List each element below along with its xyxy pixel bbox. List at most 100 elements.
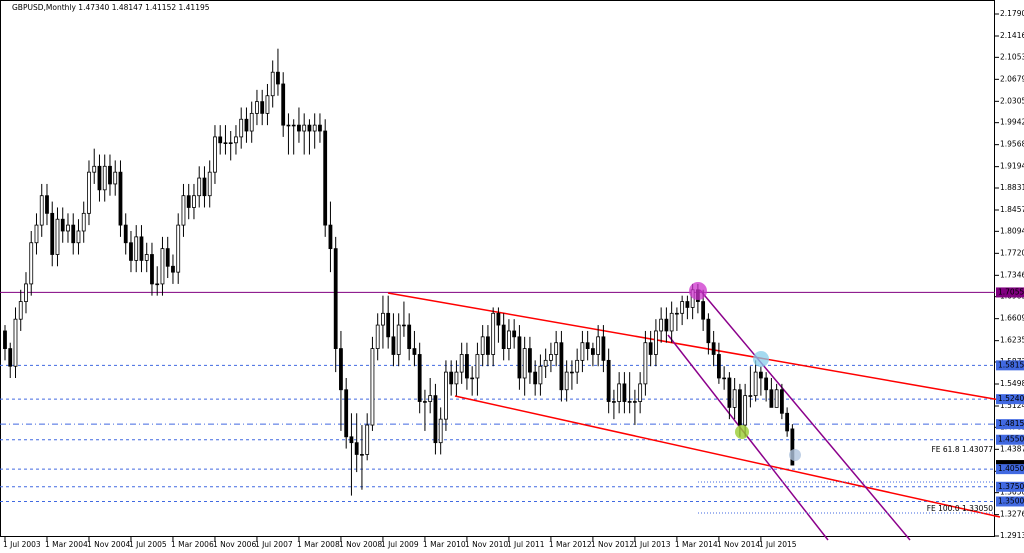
- candle-body: [743, 395, 748, 426]
- candle-body: [559, 342, 564, 391]
- candle-body: [297, 124, 301, 132]
- candle-body: [549, 354, 553, 361]
- candle-body: [638, 383, 643, 402]
- candle-body: [727, 377, 732, 408]
- candle-body: [55, 218, 60, 255]
- candle-body: [753, 371, 758, 397]
- candle-body: [45, 195, 49, 214]
- y-tick-label: 1.99420: [1000, 118, 1024, 127]
- y-tick-label: 2.10530: [1000, 52, 1024, 61]
- candle-body: [407, 324, 412, 349]
- candle-body: [60, 218, 65, 232]
- candle-body: [591, 348, 595, 355]
- candle-body: [465, 354, 469, 379]
- pivot-markers: [689, 282, 801, 461]
- level-label: 1.70550: [998, 287, 1024, 296]
- candle-body: [501, 324, 506, 349]
- chart-title: GBPUSD,Monthly 1.47340 1.48147 1.41152 1…: [12, 3, 210, 12]
- candle-body: [171, 265, 175, 273]
- candle-body: [123, 224, 128, 244]
- y-tick-label: 2.03050: [1000, 96, 1024, 105]
- candle-body: [333, 248, 338, 349]
- candle-body: [769, 389, 774, 408]
- channel-line: [454, 395, 1001, 518]
- candle-body: [496, 312, 501, 326]
- candle-body: [417, 354, 422, 402]
- y-tick-label: 1.36500: [1000, 488, 1024, 497]
- candle-body: [722, 377, 727, 380]
- pivot-circle: [735, 425, 749, 439]
- y-tick-label: 1.73460: [1000, 270, 1024, 279]
- level-tag: [996, 434, 1024, 445]
- candle-body: [685, 301, 690, 308]
- x-tick-label: 1 Nov 2014: [717, 540, 760, 549]
- candle-body: [674, 312, 679, 315]
- candle-body: [428, 395, 433, 402]
- candle-body: [370, 348, 375, 426]
- candle-body: [716, 354, 721, 379]
- candle-body: [391, 336, 396, 355]
- y-tick-label: 1.43870: [1000, 444, 1024, 453]
- x-tick-label: 1 Jul 2009: [381, 540, 419, 549]
- candle-body: [664, 318, 669, 332]
- candle-body: [381, 312, 385, 326]
- candle-body: [108, 165, 112, 185]
- candle-body: [748, 395, 753, 397]
- candle-body: [260, 101, 265, 114]
- candle-body: [764, 377, 769, 391]
- candle-body: [29, 242, 34, 285]
- candle-body: [244, 118, 249, 132]
- candle-body: [449, 371, 454, 385]
- candle-body: [3, 330, 7, 349]
- candle-body: [522, 348, 527, 379]
- candle-body: [228, 142, 233, 144]
- y-tick-label: 1.32760: [1000, 510, 1024, 519]
- x-tick-label: 1 Nov 2008: [339, 540, 382, 549]
- candle-body: [118, 171, 123, 226]
- candle-body: [281, 83, 286, 126]
- candle-body: [365, 424, 370, 455]
- y-tick-label: 1.66090: [1000, 314, 1024, 323]
- pivot-circle: [753, 351, 769, 367]
- candle-body: [491, 312, 496, 355]
- candle-body: [165, 248, 170, 267]
- candle-body: [402, 324, 406, 327]
- candle-body: [328, 224, 333, 250]
- candle-body: [76, 230, 81, 244]
- level-label: 1.58150: [998, 360, 1024, 369]
- candle-body: [570, 371, 574, 374]
- candle-body: [150, 254, 154, 285]
- candle-body: [186, 195, 191, 208]
- candle-body: [134, 236, 139, 261]
- level-label: 1.52400: [998, 394, 1024, 403]
- candle-body: [202, 177, 207, 197]
- candle-body: [669, 312, 674, 332]
- level-tag: [996, 481, 1024, 492]
- candle-body: [386, 312, 391, 338]
- candle-body: [585, 342, 590, 349]
- candle-body: [612, 401, 616, 403]
- candle-body: [732, 389, 737, 408]
- level-label: 1.40500: [998, 464, 1024, 473]
- candle-body: [207, 171, 212, 197]
- candle-body: [470, 377, 475, 380]
- candle-body: [139, 236, 144, 261]
- x-tick-label: 1 Jul 2013: [633, 540, 671, 549]
- candle-body: [737, 389, 742, 426]
- candle-body: [360, 454, 364, 456]
- y-tick-label: 2.14160: [1000, 31, 1024, 40]
- candle-body: [129, 242, 133, 261]
- candle-body: [97, 165, 102, 191]
- x-tick-label: 1 Mar 2006: [171, 540, 214, 549]
- candle-body: [286, 124, 291, 127]
- plot-frame: [0, 0, 995, 537]
- level-tag: [996, 287, 1024, 298]
- candle-body: [774, 389, 779, 408]
- candle-body: [475, 354, 480, 379]
- candle-body: [13, 318, 18, 367]
- candle-body: [779, 389, 784, 414]
- candle-body: [223, 142, 228, 144]
- candle-body: [648, 342, 653, 355]
- candle-body: [606, 359, 611, 402]
- candle-body: [785, 412, 790, 432]
